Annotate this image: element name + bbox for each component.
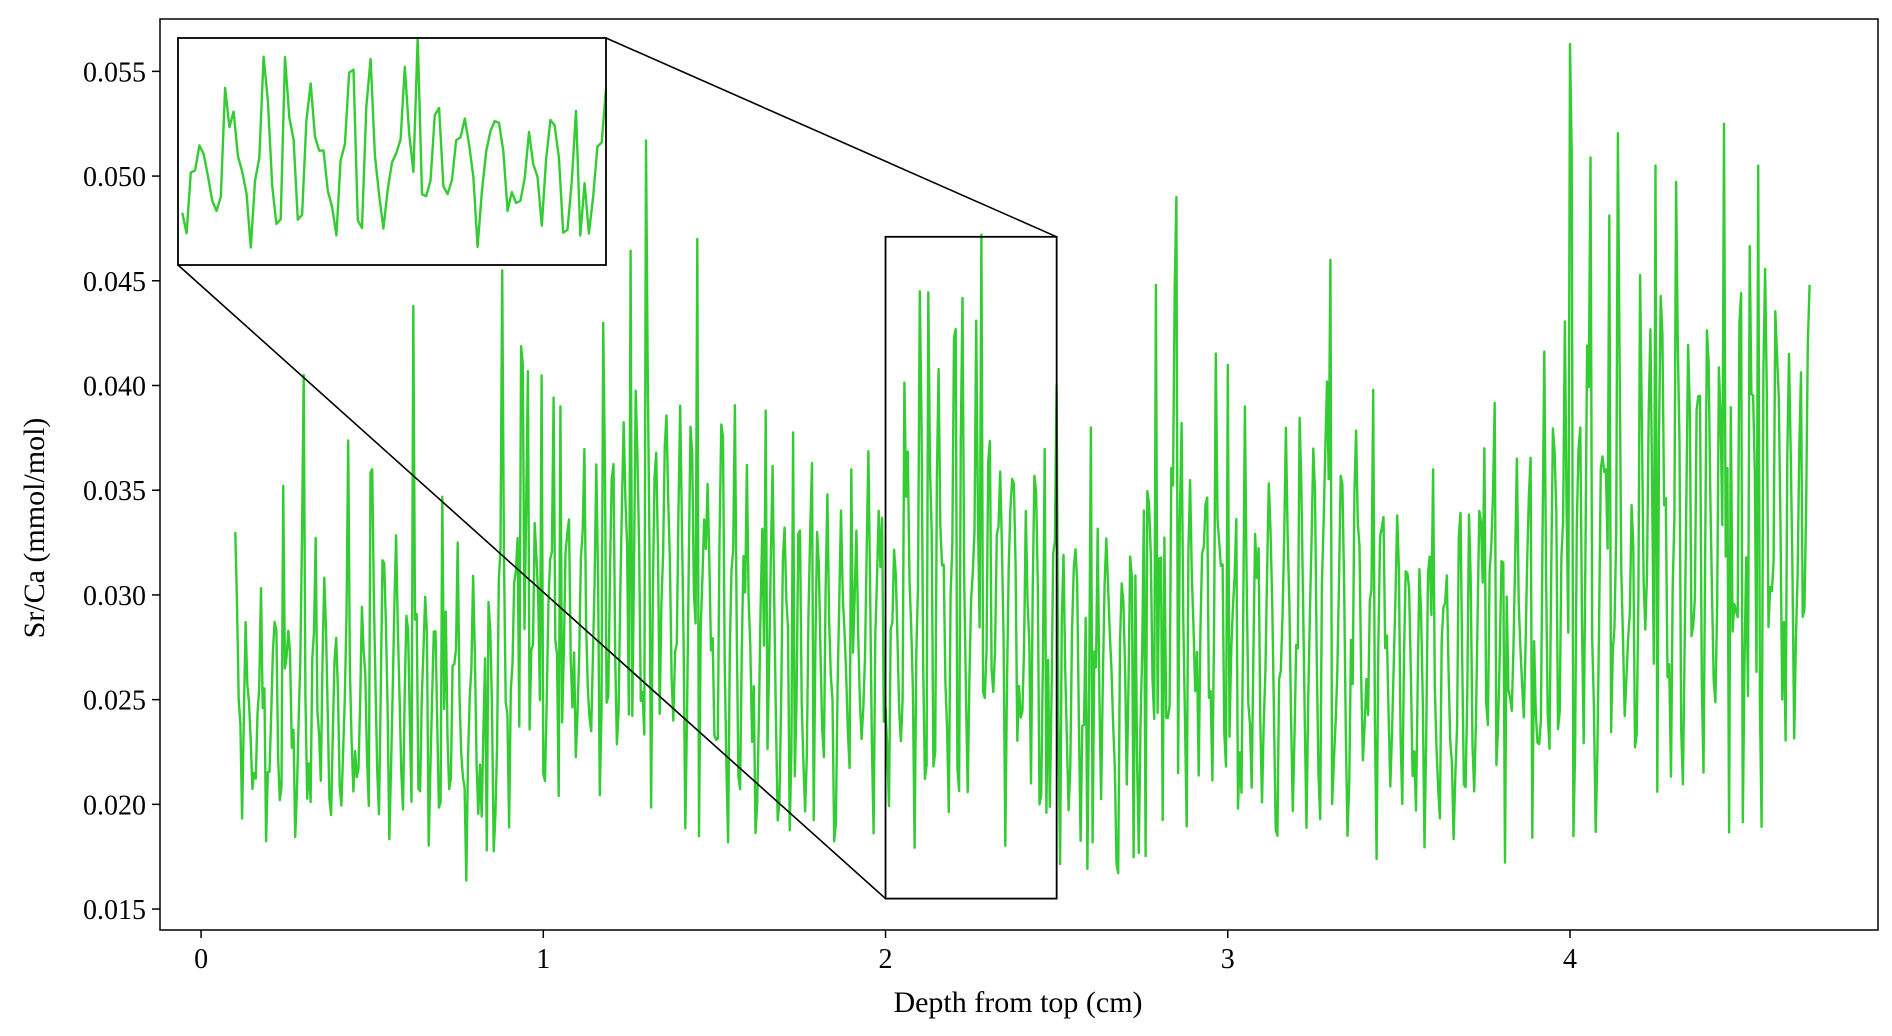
- y-tick-label: 0.030: [83, 581, 146, 612]
- zoom-connector-line: [605, 37, 1057, 238]
- inset-frame: [177, 37, 607, 266]
- x-tick-label: 4: [1563, 944, 1577, 975]
- plot-frame: [159, 18, 1879, 931]
- inset-plot: [177, 37, 607, 266]
- x-tick-label: 0: [194, 944, 208, 975]
- x-axis-label: Depth from top (cm): [893, 986, 1142, 1019]
- y-tick-label: 0.020: [83, 790, 146, 821]
- zoom-connector-line: [177, 264, 887, 900]
- inset-series-line: [181, 38, 606, 249]
- axes: 0 1 2 3 4 0.015 0.020 0.025 0.030 0.035 0.040 0.045…: [83, 18, 1879, 975]
- y-tick-label: 0.055: [83, 57, 146, 88]
- y-tick-label: 0.050: [83, 162, 146, 193]
- zoom-region-box: [884, 235, 1058, 900]
- inset-background: [178, 38, 606, 265]
- y-tick-label: 0.040: [83, 371, 146, 402]
- x-tick-label: 1: [536, 944, 550, 975]
- x-tick-label: 2: [879, 944, 893, 975]
- y-tick-label: 0.035: [83, 476, 146, 507]
- zoom-annotation: [177, 37, 1058, 900]
- plot-area: [234, 42, 1811, 882]
- x-tick-label: 3: [1221, 944, 1235, 975]
- data-series-line: [234, 42, 1811, 882]
- y-axis-label: Sr/Ca (mmol/mol): [18, 418, 51, 639]
- y-tick-label: 0.045: [83, 267, 146, 298]
- y-tick-label: 0.015: [83, 895, 146, 926]
- y-tick-label: 0.025: [83, 686, 146, 717]
